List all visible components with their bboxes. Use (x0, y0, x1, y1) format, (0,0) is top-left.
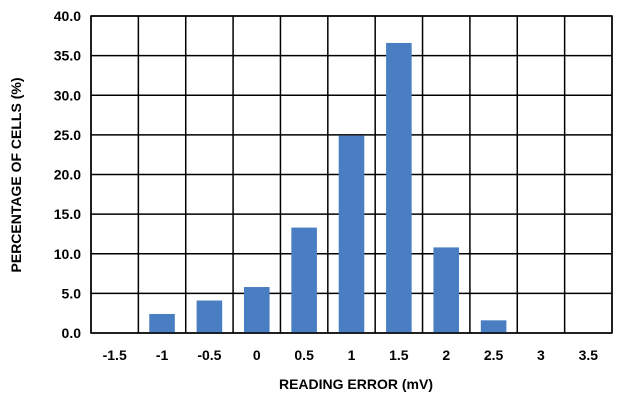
bar (480, 320, 507, 333)
x-tick-label: -1 (156, 347, 169, 363)
x-tick-label: -0.5 (197, 347, 221, 363)
bar (433, 247, 460, 333)
bars-layer (149, 42, 507, 333)
x-tick-label: 3.5 (579, 347, 599, 363)
y-tick-label: 35.0 (54, 48, 81, 64)
y-tick-label: 10.0 (54, 246, 81, 262)
plot-border (90, 15, 613, 334)
x-tick-labels: -1.5 -1 -0.5 0 0.5 1 1.5 2 2.5 3 3.5 (103, 347, 599, 363)
y-tick-label: 25.0 (54, 127, 81, 143)
y-tick-labels: 0.0 5.0 10.0 15.0 20.0 25.0 30.0 35.0 40.0 (54, 8, 81, 341)
bar (338, 135, 365, 333)
x-tick-label: 2.5 (484, 347, 504, 363)
bar (243, 287, 270, 333)
bar (291, 227, 317, 333)
bar (196, 300, 223, 333)
x-tick-label: 3 (537, 347, 545, 363)
x-tick-label: 1.5 (389, 347, 409, 363)
x-tick-label: 0.5 (294, 347, 314, 363)
y-tick-label: 0.0 (62, 325, 82, 341)
y-tick-label: 20.0 (54, 167, 81, 183)
x-tick-label: -1.5 (103, 347, 127, 363)
bar (386, 42, 412, 333)
y-tick-label: 30.0 (54, 87, 81, 103)
y-tick-label: 5.0 (62, 285, 82, 301)
x-tick-label: 0 (253, 347, 261, 363)
x-tick-label: 2 (442, 347, 450, 363)
x-tick-label: 1 (348, 347, 356, 363)
y-axis-title: PERCENTAGE OF CELLS (%) (8, 78, 24, 273)
y-tick-label: 15.0 (54, 206, 81, 222)
plot-frame (90, 15, 613, 334)
y-tick-label: 40.0 (54, 8, 81, 24)
x-axis-title: READING ERROR (mV) (279, 376, 433, 392)
bar (149, 313, 175, 333)
